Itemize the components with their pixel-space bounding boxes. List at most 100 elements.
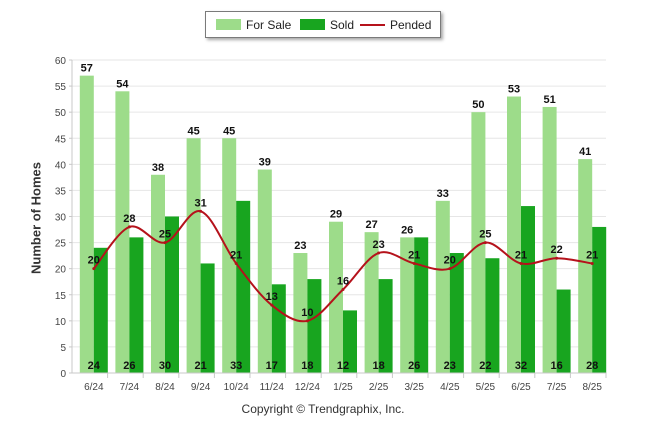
data-label-sold: 30 [159,360,171,372]
axes: 0 5 10 15 20 25 30 35 40 45 50 55 60 6/24 7/24 8/24 9/24… [55,56,607,393]
bar-sold [129,237,144,373]
bar-for-sale [400,237,415,373]
data-label-pended: 31 [194,197,206,209]
y-tick-label: 45 [55,134,67,145]
data-label-sold: 26 [123,360,135,372]
x-tick-label: 3/25 [404,382,424,393]
x-tick-label: 7/24 [120,382,140,393]
bars [79,75,607,374]
data-label-for-sale: 38 [152,162,164,174]
y-tick-label: 15 [55,291,67,302]
y-tick-label: 30 [55,213,67,224]
data-label-pended: 13 [266,291,278,303]
bar-sold [414,237,429,373]
bar-sold [378,279,393,373]
bar-for-sale [79,75,94,374]
data-label-sold: 24 [88,360,101,372]
x-tick-label: 11/24 [260,382,285,393]
data-label-sold: 22 [479,360,491,372]
bar-for-sale [293,253,308,373]
data-label-for-sale: 53 [508,84,520,96]
data-label-for-sale: 50 [472,99,484,111]
data-label-sold: 18 [301,360,313,372]
data-label-for-sale: 39 [259,157,271,169]
data-label-pended: 16 [337,276,349,288]
legend-swatch-sold [300,19,325,30]
pended-point [234,261,238,265]
y-tick-label: 55 [55,82,67,93]
bar-sold [307,279,322,373]
pended-point [199,209,203,213]
data-label-sold: 18 [372,360,384,372]
data-label-for-sale: 54 [116,78,129,90]
legend-label-pended: Pended [390,18,432,32]
x-tick-label: 7/25 [547,382,567,393]
pended-point [127,225,131,229]
bar-sold [93,247,108,373]
x-tick-label: 8/24 [155,382,175,393]
bar-for-sale [186,138,201,373]
pended-point [377,251,381,255]
x-tick-label: 4/25 [440,382,460,393]
y-tick-label: 5 [60,343,66,354]
pended-point [163,241,167,245]
y-axis-title: Number of Homes [28,162,44,274]
bar-sold [449,253,464,373]
y-tick-label: 60 [55,56,67,67]
bar-for-sale [364,232,379,373]
pended-point [519,261,523,265]
data-label-for-sale: 23 [294,240,306,252]
x-tick-label: 1/25 [333,382,353,393]
bar-sold [200,263,215,373]
bar-for-sale [222,138,237,373]
bar-sold [592,226,607,373]
data-label-pended: 25 [159,229,171,241]
data-label-pended: 22 [550,244,562,256]
data-label-for-sale: 51 [543,94,555,106]
bar-sold [165,216,179,373]
pended-point [590,261,594,265]
legend-swatch-for-sale [216,19,241,30]
pended-point [92,267,96,271]
legend-item-for-sale[interactable]: For Sale [216,18,291,32]
pended-point [555,256,559,260]
data-label-pended: 21 [230,249,242,261]
data-label-pended: 21 [515,249,527,261]
bar-sold [343,310,357,373]
data-label-for-sale: 57 [81,63,93,75]
y-tick-label: 20 [55,265,67,276]
data-label-sold: 32 [515,360,527,372]
legend-item-pended[interactable]: Pended [360,18,431,32]
data-label-sold: 33 [230,360,242,372]
data-label-for-sale: 45 [223,125,235,137]
pended-point [412,261,416,265]
bar-sold [485,258,500,373]
data-label-sold: 12 [337,360,349,372]
pended-line [92,209,594,323]
bar-for-sale [151,174,165,373]
pended-point [448,267,452,271]
legend-label-sold: Sold [330,18,355,32]
pended-point [270,303,274,307]
data-label-pended: 21 [586,249,598,261]
pended-point [341,288,345,292]
data-label-for-sale: 41 [579,146,591,158]
y-tick-label: 35 [55,186,67,197]
legend-item-sold[interactable]: Sold [300,18,354,32]
legend-swatch-pended [360,24,385,26]
bar-for-sale [435,200,450,373]
legend: For Sale Sold Pended [205,11,441,38]
legend-label-for-sale: For Sale [246,18,292,32]
bar-for-sale [507,96,521,374]
data-label-pended: 25 [479,229,491,241]
data-label-sold: 16 [550,360,562,372]
data-label-pended: 20 [88,255,100,267]
x-tick-label: 10/24 [224,382,249,393]
bar-sold [556,289,571,373]
x-tick-label: 9/24 [191,382,211,393]
bar-sold [271,284,286,373]
data-label-pended: 28 [123,213,135,225]
x-tick-label: 12/24 [295,382,320,393]
bar-for-sale [257,169,272,373]
data-label-pended: 23 [372,239,384,251]
